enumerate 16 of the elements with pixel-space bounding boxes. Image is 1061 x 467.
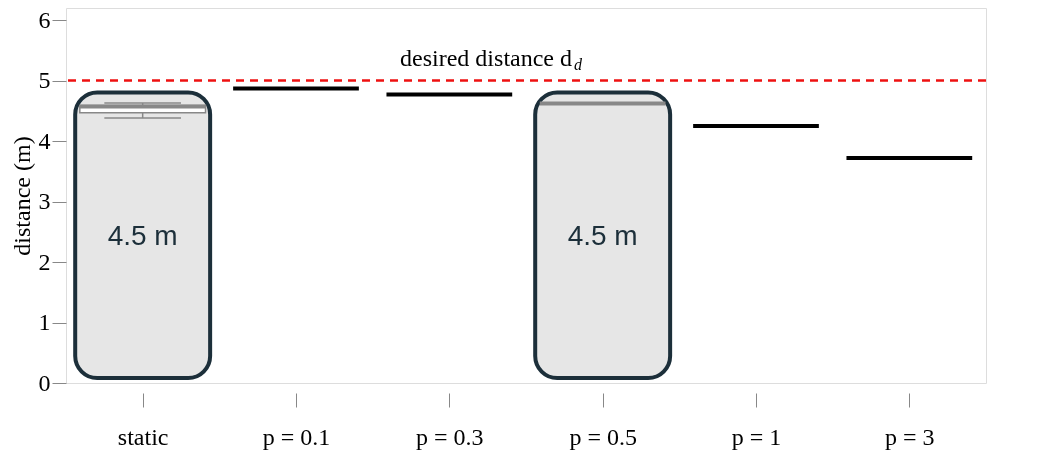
y-tick-label: 2 [38,248,51,275]
x-tick-label: p = 0.5 [569,423,637,450]
x-tick-label: p = 0.1 [262,423,331,450]
y-tick-label: 3 [38,188,51,215]
x-tick-label: p = 0.3 [416,423,484,450]
y-axis-title: distance (m) [8,136,35,256]
x-tick-label: p = 1 [731,423,782,450]
annotation: 4.5 m [567,219,638,251]
x-tick-label: p = 3 [885,423,935,450]
y-tick-label: 6 [38,6,51,33]
y-tick-label: 4 [38,127,51,154]
y-tick-label: 1 [38,309,51,336]
x-tick-label: static [117,423,169,450]
y-tick-label: 5 [38,67,51,94]
y-tick-label: 0 [38,369,51,396]
annotation: 4.5 m [107,219,178,251]
